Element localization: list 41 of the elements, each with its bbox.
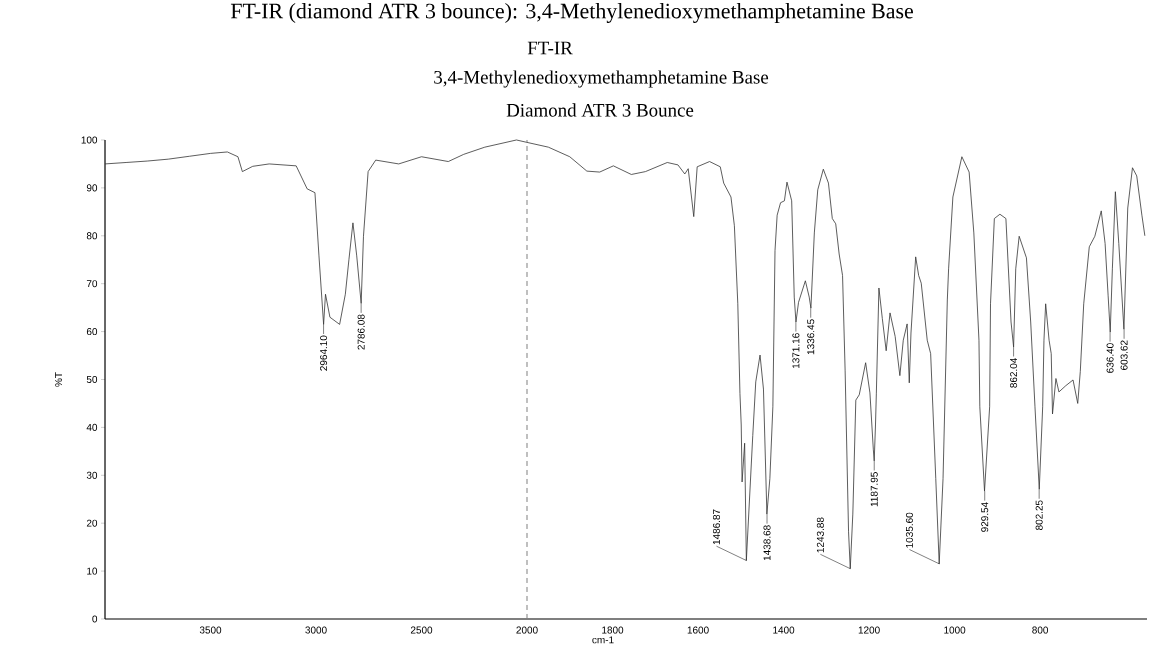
x-tick-label: 2000 [516, 626, 538, 634]
y-axis-title: %T [55, 372, 63, 387]
annotation: 2786.08 [357, 314, 365, 350]
annotation: 1243.88 [816, 517, 824, 553]
annotation: 929.54 [981, 502, 989, 532]
y-tick-label: 40 [86, 423, 98, 431]
annotation: 603.62 [1120, 340, 1128, 370]
x-tick-label: 1400 [773, 626, 795, 634]
annotation: 2964.10 [320, 335, 328, 371]
x-tick-label: 1000 [944, 626, 966, 634]
y-tick-label: 20 [86, 519, 98, 527]
y-tick-label: 10 [87, 567, 98, 575]
x-axis-title: cm-1 [592, 636, 614, 644]
chart-subtitle: 3,4-Methylenedioxymethamphetamine Base [434, 70, 769, 88]
y-tick-label: 90 [86, 184, 98, 192]
y-tick-label: 30 [86, 471, 98, 479]
annotation: 1035.60 [905, 512, 913, 548]
annotation: 862.04 [1010, 357, 1018, 388]
x-tick-label: 3000 [305, 626, 327, 634]
x-tick-label: 800 [1032, 626, 1049, 634]
text: Diamond ATR 3 Bounce [506, 103, 694, 117]
x-tick-label: 1200 [858, 626, 880, 634]
x-tick-label: 1800 [602, 626, 624, 634]
annotation: 1187.95 [870, 472, 878, 507]
y-tick-label: 50 [86, 375, 98, 384]
annotation: 636.40 [1106, 343, 1114, 373]
chart-title: FT-IR [527, 41, 573, 55]
y-tick-label: 70 [86, 280, 98, 288]
text: FT-IR (diamond ATR 3 bounce): 3,4-Methylenedioxymethamphetamine Base [230, 3, 913, 23]
x-tick-label: 2500 [410, 626, 433, 634]
annotation: 1438.68 [763, 525, 771, 561]
y-tick-label: 100 [81, 136, 98, 144]
annotation: 1336.45 [807, 319, 815, 355]
x-tick-label: 3500 [199, 626, 222, 634]
x-tick-label: 1600 [687, 626, 709, 634]
y-tick-label: 0 [92, 615, 98, 623]
annotation: 1486.87 [712, 509, 720, 545]
annotation: 802.25 [1035, 500, 1043, 530]
annotation: 1371.16 [792, 333, 800, 369]
y-tick-label: 80 [86, 232, 98, 240]
y-tick-label: 60 [86, 328, 98, 336]
